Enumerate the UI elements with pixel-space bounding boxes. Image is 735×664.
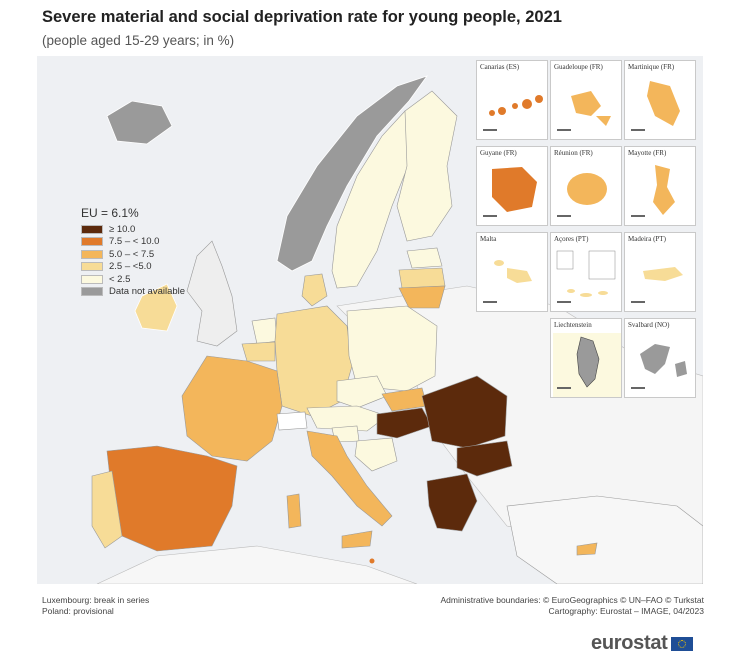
region-latvia [398,267,446,289]
eu-flag-icon [670,636,693,651]
footnote: Poland: provisional [42,606,114,616]
legend-label: < 2.5 [109,273,131,285]
region-finland [396,90,458,242]
region-netherlands [251,317,278,345]
legend-swatch [81,287,103,297]
region-portugal [91,470,123,549]
inset-label: Svalbard (NO) [628,321,670,329]
inset-madeira: Madeira (PT) [624,232,696,312]
region-malta-dot [369,558,375,564]
region-norway [276,75,429,272]
footnote: Administrative boundaries: © EuroGeograp… [440,595,704,605]
brand-text: eurostat [591,632,668,654]
region-bulgaria [456,440,513,477]
region-slovakia [381,387,428,412]
inset-guadeloupe: Guadeloupe (FR) [550,60,622,140]
legend-label: ≥ 10.0 [109,223,136,235]
inset-label: Guyane (FR) [480,149,517,157]
legend-item: 5.0 – < 7.5 [81,248,185,261]
legend-label: 2.5 – <5.0 [109,261,152,273]
region-switzerland [276,411,308,431]
region-belgium [241,341,276,362]
inset-shape [483,167,537,217]
region-iceland [106,100,173,145]
legend-swatch [81,262,103,272]
footnotes-left: Luxembourg: break in series Poland: prov… [42,595,149,617]
region-uk [186,240,238,347]
inset-shape [631,165,675,217]
eurostat-logo: eurostat [591,632,693,655]
region-sicily [341,530,373,549]
inset-label: Açores (PT) [554,235,589,243]
legend-label: 5.0 – < 7.5 [109,248,155,260]
region-cyprus [576,542,598,556]
inset-malta: Malta [476,232,548,312]
inset-shape [631,81,680,131]
inset-liechtenstein: Liechtenstein [550,318,622,398]
inset-shape [557,91,611,131]
inset-svalbard: Svalbard (NO) [624,318,696,398]
legend-eu-value: EU = 6.1% [81,206,139,220]
inset-guyane: Guyane (FR) [476,146,548,226]
inset-shape [556,250,616,303]
inset-label: Martinique (FR) [628,63,675,71]
region-lithuania [398,285,446,309]
region-poland [346,305,438,392]
region-spain [106,445,238,552]
legend-swatch [81,249,103,259]
legend-swatch [81,274,103,284]
legend-item: 7.5 – < 10.0 [81,236,185,249]
inset-reunion: Réunion (FR) [550,146,622,226]
legend-label: Data not available [109,286,186,298]
inset-label: Malta [480,235,497,243]
region-italy [306,430,393,527]
turkey [506,495,703,584]
inset-acores: Açores (PT) [550,232,622,312]
region-denmark [301,273,328,307]
region-greece [426,473,478,532]
legend-item: < 2.5 [81,273,185,286]
inset-shape [553,333,621,397]
inset-shape [557,173,607,217]
inset-martinique: Martinique (FR) [624,60,696,140]
inset-shape [483,95,543,131]
region-france [181,355,283,462]
inset-label: Madeira (PT) [628,235,666,243]
inset-canarias: Canarias (ES) [476,60,548,140]
inset-label: Mayotte (FR) [628,149,667,157]
inset-shape [631,267,683,303]
north-africa [96,545,418,584]
region-hungary [376,407,433,439]
inset-mayotte: Mayotte (FR) [624,146,696,226]
inset-label: Réunion (FR) [554,149,593,157]
inset-label: Canarias (ES) [480,63,520,71]
legend: EU = 6.1% ≥ 10.0 7.5 – < 10.0 5.0 – < 7.… [81,206,185,298]
inset-label: Liechtenstein [554,321,592,329]
map-subtitle: (people aged 15-29 years; in %) [42,33,235,48]
region-croatia [354,437,398,472]
legend-swatch [81,224,103,234]
inset-shape [483,260,532,303]
footnote: Cartography: Eurostat – IMAGE, 04/2023 [548,606,704,616]
region-czechia [336,375,388,409]
inset-label: Guadeloupe (FR) [554,63,603,71]
footnotes-right: Administrative boundaries: © EuroGeograp… [394,595,704,617]
region-romania [421,375,508,449]
legend-item: Data not available [81,286,185,299]
map-title: Severe material and social deprivation r… [42,8,562,26]
legend-swatch [81,237,103,247]
footnote: Luxembourg: break in series [42,595,150,605]
legend-item: ≥ 10.0 [81,223,185,236]
legend-label: 7.5 – < 10.0 [109,236,160,248]
region-ireland [134,283,178,332]
inset-shape [631,344,687,389]
region-estonia [406,247,443,269]
region-sardinia [286,493,302,529]
legend-item: 2.5 – <5.0 [81,261,185,274]
